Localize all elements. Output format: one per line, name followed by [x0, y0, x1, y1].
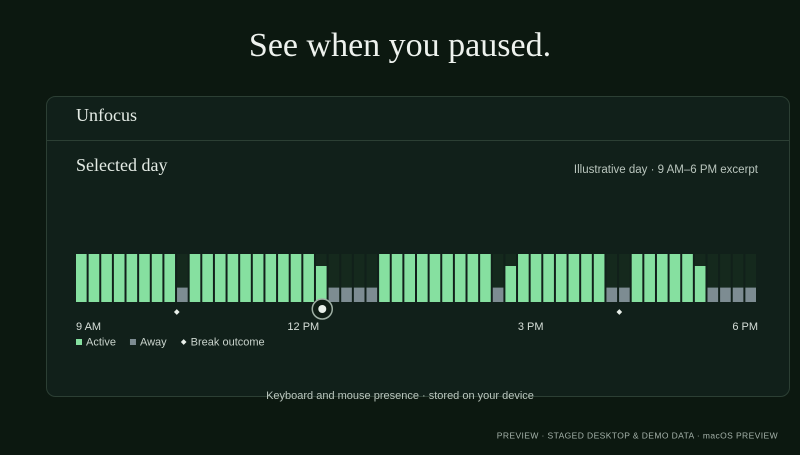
- legend-label: Away: [140, 336, 167, 348]
- bar: [101, 254, 112, 302]
- bar: [315, 266, 327, 302]
- bar: [177, 287, 188, 302]
- x-tick-label: 9 AM: [76, 321, 101, 333]
- legend-swatch: [180, 339, 187, 345]
- bar: [682, 254, 693, 302]
- bar: [568, 254, 580, 302]
- footer: PREVIEW · STAGED DESKTOP & DEMO DATA · m…: [497, 430, 778, 440]
- bar-track: [707, 254, 719, 302]
- window-title: Unfocus: [76, 105, 137, 125]
- bar: [139, 254, 150, 302]
- bar: [631, 254, 643, 302]
- bar: [543, 254, 554, 302]
- bar-track: [619, 254, 630, 302]
- bar-track: [366, 254, 378, 302]
- bar: [189, 254, 201, 302]
- bar-track: [606, 254, 618, 302]
- bar: [240, 254, 251, 302]
- legend-swatch: [129, 339, 136, 345]
- bar: [480, 254, 491, 302]
- headline: See when you paused.: [249, 27, 551, 64]
- section-title: Selected day: [76, 155, 167, 175]
- bar: [669, 254, 681, 302]
- x-tick-label: 3 PM: [518, 321, 544, 333]
- bar: [227, 254, 239, 302]
- range-note: Illustrative day · 9 AM–6 PM excerpt: [574, 164, 759, 176]
- bar: [555, 254, 567, 302]
- bar: [202, 254, 213, 302]
- bar: [290, 254, 302, 302]
- bar: [164, 254, 176, 302]
- bar: [656, 254, 668, 302]
- bar: [518, 254, 529, 302]
- bar: [593, 254, 605, 302]
- bar: [303, 254, 314, 302]
- bar: [581, 254, 592, 302]
- bar: [442, 254, 453, 302]
- bar: [694, 266, 706, 302]
- x-tick-label: 6 PM: [732, 321, 758, 333]
- bar-track: [732, 254, 744, 302]
- bar: [214, 254, 226, 302]
- bar: [505, 266, 517, 302]
- bar: [707, 287, 719, 302]
- bar: [278, 254, 289, 302]
- bar: [88, 254, 100, 302]
- bar-track: [492, 254, 504, 302]
- legend-label: Break outcome: [191, 336, 265, 348]
- bar: [732, 287, 744, 302]
- chart: 9 AM 12 PM 3 PM 6 PM Active Away Break outcome: [76, 254, 758, 348]
- bar: [379, 254, 390, 302]
- bar: [606, 287, 618, 302]
- bar: [76, 254, 87, 302]
- bar-track: [720, 254, 731, 302]
- app-window: [46, 96, 790, 397]
- break-marker: [173, 309, 180, 315]
- bar: [404, 254, 415, 302]
- bar: [353, 287, 365, 302]
- legend-label: Active: [86, 336, 116, 348]
- bar-track: [328, 254, 340, 302]
- break-marker: [616, 309, 623, 315]
- bar: [366, 287, 378, 302]
- bar-track: [177, 254, 188, 302]
- caption: Keyboard and mouse presence · stored on …: [266, 390, 534, 402]
- bar: [530, 254, 542, 302]
- bar: [644, 254, 655, 302]
- bar: [417, 254, 428, 302]
- bar: [265, 254, 277, 302]
- x-tick-label: 12 PM: [287, 321, 319, 333]
- bar-track: [353, 254, 365, 302]
- bar: [492, 287, 504, 302]
- bar: [151, 254, 163, 302]
- bar: [720, 287, 731, 302]
- bar: [341, 287, 352, 302]
- bar: [454, 254, 466, 302]
- bar: [252, 254, 264, 302]
- bar: [429, 254, 441, 302]
- bar: [328, 287, 340, 302]
- bar: [126, 254, 138, 302]
- bar-track: [745, 254, 756, 302]
- bar: [745, 287, 756, 302]
- bar: [113, 254, 125, 302]
- bar: [391, 254, 403, 302]
- break-marker: [318, 305, 327, 313]
- bar: [467, 254, 479, 302]
- bar: [619, 287, 630, 302]
- bar-track: [341, 254, 352, 302]
- legend-swatch: [76, 339, 82, 345]
